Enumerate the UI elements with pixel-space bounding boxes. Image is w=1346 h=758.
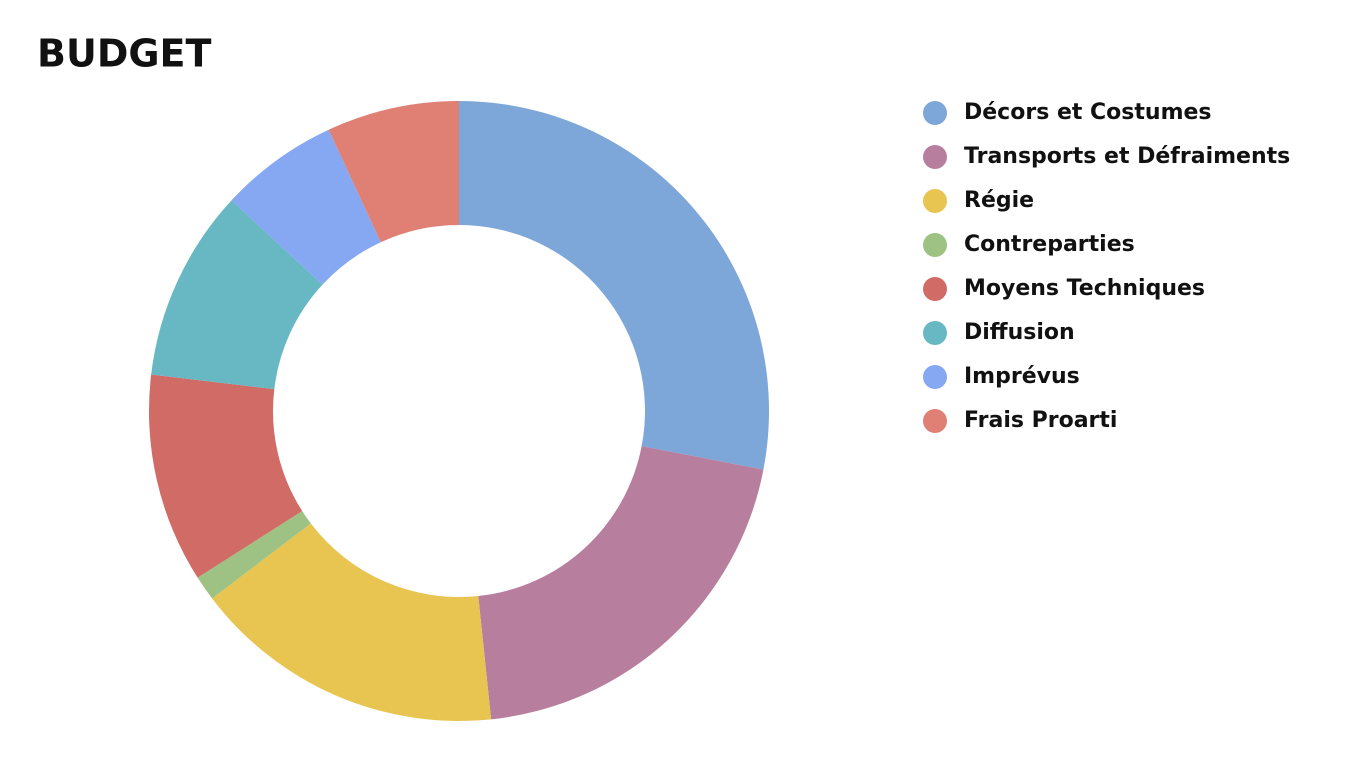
legend-swatch	[923, 145, 947, 169]
donut-slice	[149, 374, 303, 578]
legend-swatch	[923, 365, 947, 389]
donut-slice	[231, 129, 381, 285]
donut-slice	[328, 101, 459, 243]
donut-slice	[478, 446, 764, 720]
legend-label: Moyens Techniques	[964, 276, 1205, 301]
legend-label: Contreparties	[964, 232, 1135, 257]
donut-slice	[212, 523, 492, 721]
legend-swatch	[923, 321, 947, 345]
donut-slice	[197, 510, 311, 599]
legend-label: Frais Proarti	[964, 408, 1117, 433]
legend-swatch	[923, 189, 947, 213]
donut-slice	[459, 101, 769, 470]
legend-swatch	[923, 409, 947, 433]
donut-slice	[151, 200, 323, 390]
legend-swatch	[923, 233, 947, 257]
legend-swatch	[923, 277, 947, 301]
legend-label: Décors et Costumes	[964, 100, 1212, 125]
legend-label: Transports et Défraiments	[964, 144, 1290, 169]
chart-title: BUDGET	[37, 32, 212, 76]
legend-label: Imprévus	[964, 364, 1080, 389]
legend-label: Régie	[964, 188, 1034, 213]
legend-swatch	[923, 101, 947, 125]
legend-label: Diffusion	[964, 320, 1075, 345]
